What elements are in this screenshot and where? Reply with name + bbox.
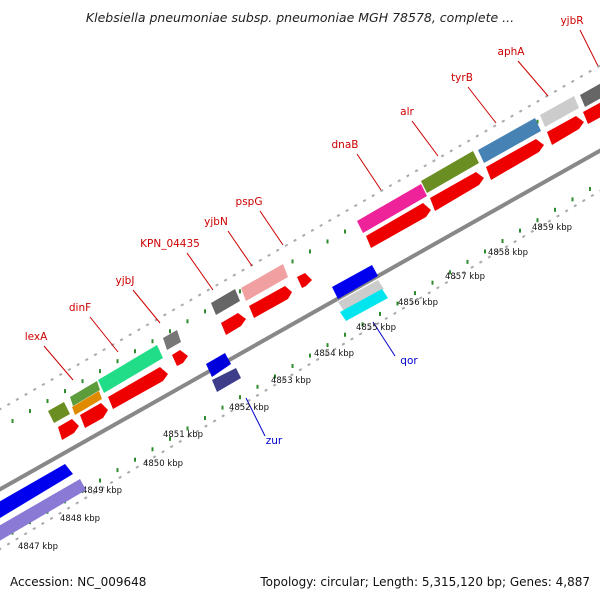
gene-feature-qor-blue[interactable] xyxy=(332,265,378,299)
gene-feature-alr[interactable] xyxy=(421,151,479,193)
leader-line xyxy=(372,321,396,357)
genome-backbone xyxy=(0,148,600,492)
gene-label-yjbN[interactable]: yjbN xyxy=(204,216,228,228)
tick-label: 4850 kbp xyxy=(143,459,183,469)
gene-feature-pspG-small[interactable] xyxy=(211,289,240,315)
gene-arrow[interactable] xyxy=(221,313,246,335)
leader-line xyxy=(411,120,439,157)
upper-feature-lane xyxy=(48,81,600,423)
gene-label-KPN_04435[interactable]: KPN_04435 xyxy=(140,238,200,250)
genome-summary: Topology: circular; Length: 5,315,120 bp… xyxy=(260,575,590,589)
gene-arrow[interactable] xyxy=(172,350,188,366)
tick-label: 4847 kbp xyxy=(18,542,58,552)
tick-label: 4851 kbp xyxy=(163,430,203,440)
gene-label-tyrB[interactable]: tyrB xyxy=(451,72,473,84)
leader-line xyxy=(259,210,284,246)
gene-arrow[interactable] xyxy=(366,203,431,248)
leader-line xyxy=(132,289,161,324)
gene-arrow[interactable] xyxy=(80,403,108,428)
leader-line xyxy=(43,345,74,381)
gene-label-aphA[interactable]: aphA xyxy=(498,46,526,58)
gene-feature-dinF-green[interactable] xyxy=(70,381,100,406)
gene-label-qor[interactable]: qor xyxy=(400,355,418,367)
gene-feature-aphA[interactable] xyxy=(540,96,579,127)
leader-line xyxy=(467,86,497,124)
gene-label-zur[interactable]: zur xyxy=(266,435,283,447)
gene-feature-reverse[interactable] xyxy=(0,479,86,543)
gene-label-lexA[interactable]: lexA xyxy=(25,331,48,343)
accession-label: Accession: NC_009648 xyxy=(10,575,147,589)
leader-line xyxy=(579,29,599,67)
gene-feature-reverse[interactable] xyxy=(0,464,73,518)
gene-label-pspG[interactable]: pspG xyxy=(236,196,263,208)
tick-label: 4857 kbp xyxy=(445,272,485,282)
gene-feature-zur-blue[interactable] xyxy=(206,353,231,377)
gene-label-yjbJ[interactable]: yjbJ xyxy=(116,275,135,287)
forward-strand-backbone xyxy=(0,64,600,411)
gene-arrow[interactable] xyxy=(583,100,600,124)
gene-label-yjbR[interactable]: yjbR xyxy=(560,15,583,27)
tick-label: 4856 kbp xyxy=(398,298,438,308)
leader-line xyxy=(356,153,382,191)
gene-feature-yjbJ[interactable] xyxy=(98,345,163,393)
map-title: Klebsiella pneumoniae subsp. pneumoniae … xyxy=(85,10,515,25)
tick-label: 4853 kbp xyxy=(271,376,311,386)
gene-feature-dinF-orange[interactable] xyxy=(72,391,102,415)
gene-label-dnaB[interactable]: dnaB xyxy=(332,139,359,151)
gene-arrow[interactable] xyxy=(249,286,292,318)
gene-feature-KPN_04435[interactable] xyxy=(163,330,181,350)
gene-arrow[interactable] xyxy=(108,367,168,409)
leader-line xyxy=(227,230,253,267)
gene-label-alr[interactable]: alr xyxy=(400,106,414,118)
gene-feature-lexA[interactable] xyxy=(48,402,70,423)
gene-arrow[interactable] xyxy=(486,139,544,180)
gene-feature-qor[interactable] xyxy=(340,289,388,321)
gene-arrow-lane xyxy=(58,100,600,440)
gene-arrow[interactable] xyxy=(297,273,312,288)
gene-feature-yjbR[interactable] xyxy=(580,81,600,107)
gene-arrow[interactable] xyxy=(430,172,484,211)
leader-line xyxy=(245,397,266,437)
tick-label: 4849 kbp xyxy=(82,486,122,496)
gene-feature-dnaB[interactable] xyxy=(357,184,427,233)
tick-label: 4859 kbp xyxy=(532,223,572,233)
gene-label-dinF[interactable]: dinF xyxy=(69,302,91,314)
gene-feature-pspG[interactable] xyxy=(241,264,288,301)
leader-line xyxy=(517,60,549,97)
gene-feature-tyrB[interactable] xyxy=(478,118,541,163)
tick-label: 4852 kbp xyxy=(229,403,269,413)
gene-arrow[interactable] xyxy=(547,116,584,145)
leader-line xyxy=(89,316,119,353)
tick-label: 4858 kbp xyxy=(488,248,528,258)
tick-label: 4854 kbp xyxy=(314,349,354,359)
tick-label: 4848 kbp xyxy=(60,514,100,524)
gene-arrow[interactable] xyxy=(58,419,79,440)
tick-label: 4855 kbp xyxy=(356,323,396,333)
reverse-strand-backbone xyxy=(0,189,600,551)
gene-feature-qor-gray[interactable] xyxy=(338,280,384,311)
reverse-feature-lane xyxy=(0,265,388,543)
gene-feature-zur[interactable] xyxy=(212,368,241,392)
leader-line xyxy=(186,252,214,291)
